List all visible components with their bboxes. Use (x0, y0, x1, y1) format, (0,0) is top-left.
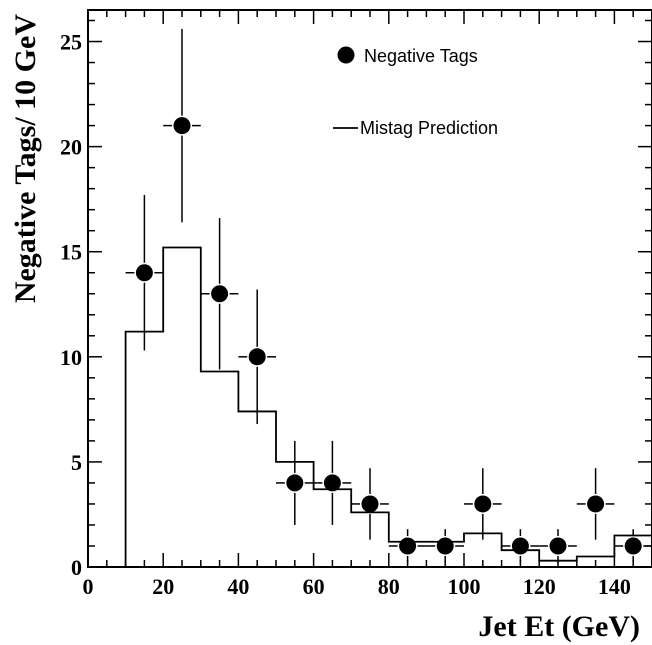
legend-label-negative-tags: Negative Tags (364, 46, 478, 66)
data-point-group (614, 529, 652, 563)
x-tick-label: 140 (598, 574, 631, 599)
x-tick-label: 0 (83, 574, 94, 599)
negative-tags-points (126, 29, 652, 563)
x-tick-label: 100 (448, 574, 481, 599)
data-point-group (577, 468, 615, 539)
data-point-group (389, 529, 427, 563)
x-axis-title: Jet Et (GeV) (478, 610, 640, 643)
data-point (437, 537, 454, 554)
legend-marker-negative-tags (338, 47, 355, 64)
data-point (399, 537, 416, 554)
x-tick-label: 120 (523, 574, 556, 599)
data-point (625, 537, 642, 554)
y-tick-label: 10 (60, 345, 82, 370)
data-point (174, 117, 191, 134)
data-point (211, 285, 228, 302)
data-point-group (351, 468, 389, 539)
data-point (286, 474, 303, 491)
legend: Negative Tags Mistag Prediction (333, 46, 498, 138)
data-point-group (126, 195, 164, 351)
x-tick-label: 20 (152, 574, 174, 599)
y-axis-title: Negative Tags/ 10 GeV (9, 14, 42, 303)
data-point-group (539, 529, 577, 563)
data-point (249, 348, 266, 365)
data-point-group (426, 529, 464, 563)
data-point (587, 495, 604, 512)
mistag-step-line (126, 248, 652, 567)
y-tick-label: 5 (71, 450, 82, 475)
mistag-prediction-histogram (126, 248, 652, 567)
y-tick-label: 0 (71, 555, 82, 580)
y-tick-label: 15 (60, 240, 82, 265)
y-tick-label: 25 (60, 30, 82, 55)
data-point-group (276, 441, 314, 525)
x-tick-label: 60 (303, 574, 325, 599)
data-point-group (238, 290, 276, 425)
data-point (474, 495, 491, 512)
data-point-group (163, 29, 201, 222)
y-tick-label: 20 (60, 135, 82, 160)
x-tick-label: 40 (227, 574, 249, 599)
data-point (362, 495, 379, 512)
data-point (136, 264, 153, 281)
data-point-group (314, 441, 352, 525)
axis-tick-labels: 0 20 40 60 80 100 120 140 0 5 10 15 20 25 (60, 30, 631, 599)
data-point (324, 474, 341, 491)
data-point (550, 537, 567, 554)
data-point-group (464, 468, 502, 539)
x-tick-label: 80 (378, 574, 400, 599)
data-point-group (502, 529, 540, 563)
data-point-group (201, 218, 239, 369)
legend-label-mistag-prediction: Mistag Prediction (360, 118, 498, 138)
data-point (512, 537, 529, 554)
